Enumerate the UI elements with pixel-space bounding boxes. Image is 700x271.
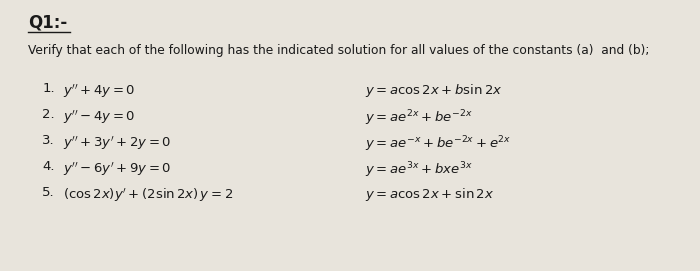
Text: $y'' - 6y' + 9y = 0$: $y'' - 6y' + 9y = 0$ [63, 160, 172, 178]
Text: 4.: 4. [43, 160, 55, 173]
Text: $y = ae^{2x} + be^{-2x}$: $y = ae^{2x} + be^{-2x}$ [365, 108, 472, 128]
Text: $y = ae^{3x} + bxe^{3x}$: $y = ae^{3x} + bxe^{3x}$ [365, 160, 472, 180]
Text: $y = a\cos 2x + b\sin 2x$: $y = a\cos 2x + b\sin 2x$ [365, 82, 503, 99]
Text: $y'' + 4y = 0$: $y'' + 4y = 0$ [63, 82, 136, 99]
Text: 5.: 5. [43, 186, 55, 199]
Text: Q1:-: Q1:- [28, 14, 67, 32]
Text: $y = a\cos 2x + \sin 2x$: $y = a\cos 2x + \sin 2x$ [365, 186, 494, 203]
Text: 2.: 2. [43, 108, 55, 121]
Text: $(\cos 2x)y' + (2\sin 2x)\,y = 2$: $(\cos 2x)y' + (2\sin 2x)\,y = 2$ [63, 186, 233, 204]
Text: 3.: 3. [43, 134, 55, 147]
Text: $y = ae^{-x} + be^{-2x} + e^{2x}$: $y = ae^{-x} + be^{-2x} + e^{2x}$ [365, 134, 511, 154]
Text: $y'' - 4y = 0$: $y'' - 4y = 0$ [63, 108, 136, 125]
Text: Verify that each of the following has the indicated solution for all values of t: Verify that each of the following has th… [28, 44, 650, 57]
Text: $y'' + 3y' + 2y = 0$: $y'' + 3y' + 2y = 0$ [63, 134, 172, 151]
Text: 1.: 1. [43, 82, 55, 95]
